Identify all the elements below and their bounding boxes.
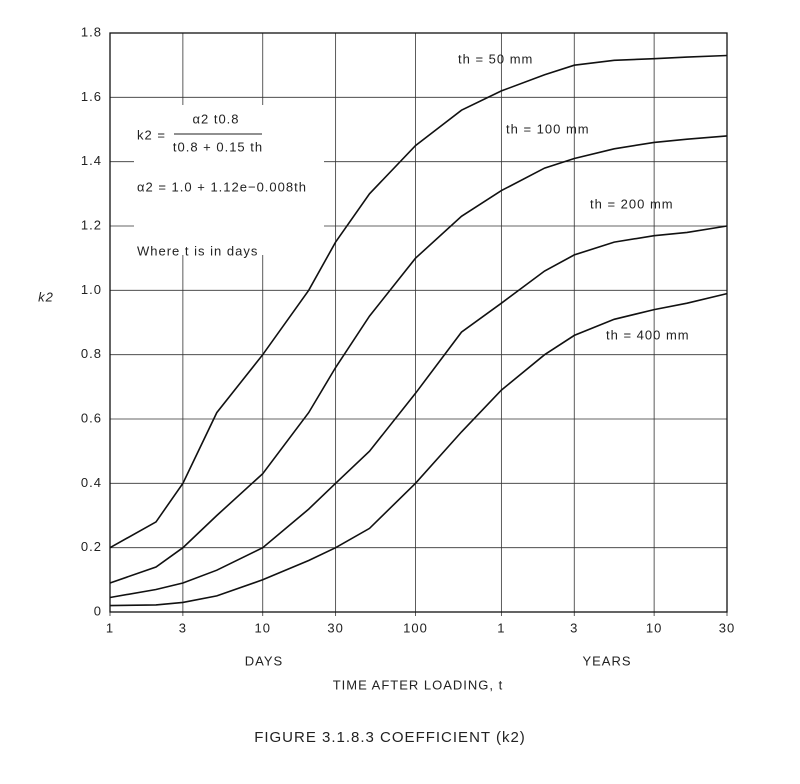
x-tick-label: 3 <box>179 620 187 635</box>
y-tick-label: 0 <box>94 603 102 618</box>
y-tick-label: 1.4 <box>81 153 102 168</box>
x-tick-label: 3 <box>570 620 578 635</box>
y-tick-label: 0.8 <box>81 346 102 361</box>
y-tick-label: 1.8 <box>81 24 102 39</box>
y-tick-label: 0.2 <box>81 539 102 554</box>
y-tick-label: 1.2 <box>81 217 102 232</box>
x-axis-label: TIME AFTER LOADING, t <box>333 677 504 692</box>
y-tick-label: 1.0 <box>81 282 102 297</box>
annotation: α2 = 1.0 + 1.12e−0.008th <box>137 179 307 194</box>
series-label: th = 400 mm <box>606 327 690 342</box>
annotation: α2 t0.8 <box>192 111 239 126</box>
x-tick-label: 10 <box>646 620 662 635</box>
x-tick-label: 100 <box>403 620 428 635</box>
x-group-label: YEARS <box>582 653 631 668</box>
series-label: th = 200 mm <box>590 196 674 211</box>
y-tick-label: 1.6 <box>81 89 102 104</box>
formula-box <box>134 105 324 255</box>
x-tick-label: 30 <box>327 620 343 635</box>
series-label: th = 50 mm <box>458 51 533 66</box>
x-tick-label: 1 <box>497 620 505 635</box>
x-tick-label: 1 <box>106 620 114 635</box>
curve <box>109 292 728 607</box>
curve <box>109 135 728 584</box>
y-axis-label: k2 <box>38 289 54 304</box>
x-tick-label: 10 <box>255 620 271 635</box>
x-group-label: DAYS <box>245 653 283 668</box>
curve <box>109 54 728 549</box>
chart-title: FIGURE 3.1.8.3 COEFFICIENT (k2) <box>254 729 526 746</box>
plot-frame <box>109 32 728 613</box>
annotation: Where t is in days <box>137 243 258 258</box>
x-tick-label: 30 <box>719 620 735 635</box>
curve <box>109 225 728 599</box>
y-tick-label: 0.4 <box>81 475 102 490</box>
annotation: t0.8 + 0.15 th <box>173 139 263 154</box>
y-tick-label: 0.6 <box>81 410 102 425</box>
annotation: k2 = <box>137 127 166 142</box>
series-label: th = 100 mm <box>506 121 590 136</box>
